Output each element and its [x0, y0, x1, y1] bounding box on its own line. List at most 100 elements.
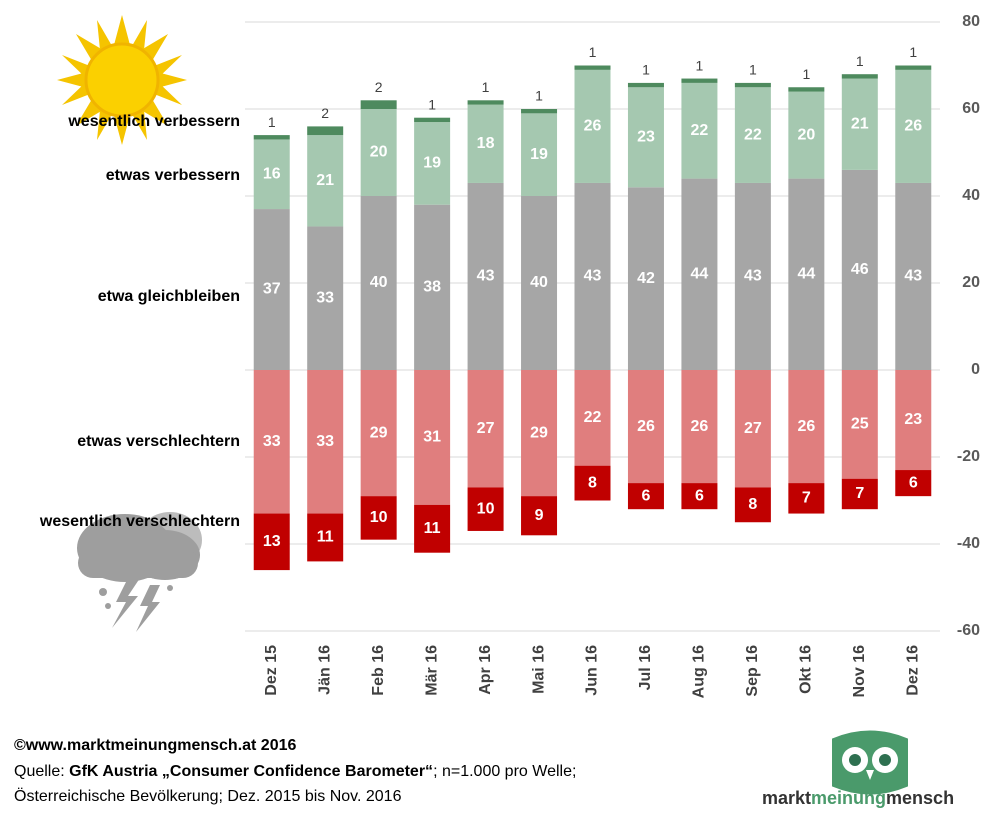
- bar-segment: [681, 78, 718, 83]
- bar-segment: [574, 65, 611, 70]
- bar-segment: [841, 478, 878, 510]
- data-label: 19: [423, 155, 441, 172]
- legend-label: wesentlich verbessern: [67, 113, 240, 130]
- data-label: 6: [642, 487, 651, 504]
- data-label: 2: [375, 79, 383, 95]
- data-label: 26: [637, 418, 655, 435]
- data-label: 40: [530, 274, 548, 291]
- bar-segment: [414, 504, 451, 553]
- bar-segment: [253, 513, 290, 571]
- x-tick-label: Aug 16: [691, 645, 708, 698]
- data-label: 44: [797, 266, 815, 283]
- data-label: 43: [744, 268, 762, 285]
- bar-segment: [734, 82, 771, 88]
- data-label: 10: [370, 509, 388, 526]
- bar-segment: [895, 69, 932, 183]
- bar-segment: [627, 483, 664, 510]
- x-tick-label: Sep 16: [744, 645, 761, 697]
- data-label: 1: [428, 96, 436, 112]
- bar-segment: [360, 496, 397, 540]
- bar-segment: [841, 370, 878, 479]
- data-label: 43: [477, 268, 495, 285]
- x-tick-label: Mär 16: [423, 645, 440, 696]
- bar-segment: [895, 370, 932, 471]
- source-part: GfK Austria „Consumer Confidence Baromet…: [69, 763, 433, 780]
- bar-segment: [467, 182, 504, 370]
- bar-segment: [895, 470, 932, 497]
- bar-segment: [574, 370, 611, 466]
- data-label: 1: [749, 62, 757, 78]
- x-tick-label: Dez 16: [904, 645, 921, 696]
- data-label: 8: [748, 496, 757, 513]
- data-label: 1: [482, 79, 490, 95]
- bar-segment: [253, 139, 290, 210]
- y-tick-label: -20: [957, 448, 980, 465]
- bar-segment: [734, 182, 771, 370]
- data-label: 21: [316, 172, 334, 189]
- bar-segment: [414, 204, 451, 370]
- y-tick-label: 20: [962, 274, 980, 291]
- data-label: 13: [263, 533, 281, 550]
- data-label: 37: [263, 281, 281, 298]
- x-tick-label: Jän 16: [316, 645, 333, 695]
- logo-text: marktmeinungmensch: [762, 788, 954, 808]
- y-tick-label: -60: [957, 622, 980, 639]
- y-tick-label: 80: [962, 13, 980, 30]
- bar-segment: [788, 370, 825, 484]
- data-label: 1: [802, 66, 810, 82]
- bar-segment: [467, 100, 504, 105]
- legend-label: etwas verschlechtern: [77, 433, 240, 450]
- logo-part: mensch: [886, 788, 954, 808]
- bar-segment: [627, 87, 664, 188]
- data-label: 23: [904, 411, 922, 428]
- bar-segment: [521, 109, 558, 114]
- legend-label: etwas verbessern: [106, 167, 240, 184]
- bar-segment: [627, 82, 664, 88]
- data-label: 31: [423, 429, 441, 446]
- bar-segment: [841, 74, 878, 79]
- data-label: 19: [530, 146, 548, 163]
- data-label: 33: [316, 289, 334, 306]
- y-tick-label: 40: [962, 187, 980, 204]
- data-label: 33: [316, 433, 334, 450]
- data-label: 26: [797, 418, 815, 435]
- data-label: 8: [588, 474, 597, 491]
- bar-segment: [467, 370, 504, 488]
- data-label: 43: [584, 268, 602, 285]
- bar-segment: [895, 65, 932, 70]
- data-label: 27: [477, 420, 495, 437]
- bar-segment: [414, 370, 451, 505]
- storm-icon: [77, 512, 202, 632]
- data-label: 18: [477, 135, 495, 152]
- y-tick-label: 60: [962, 100, 980, 117]
- bar-segment: [788, 483, 825, 514]
- data-label: 38: [423, 279, 441, 296]
- bar-segment: [521, 196, 558, 370]
- data-label: 1: [856, 53, 864, 69]
- data-label: 1: [909, 44, 917, 60]
- data-label: 6: [695, 487, 704, 504]
- data-label: 26: [584, 118, 602, 135]
- legend-label: etwa gleichbleiben: [98, 288, 240, 305]
- source-line: Österreichische Bevölkerung; Dez. 2015 b…: [14, 787, 402, 805]
- bar-segment: [895, 182, 932, 370]
- bar-segment: [681, 178, 718, 370]
- data-label: 1: [268, 114, 276, 130]
- source-part: ; n=1.000 pro Welle;: [433, 763, 576, 780]
- data-label: 43: [904, 268, 922, 285]
- logo-part: meinung: [811, 788, 886, 808]
- x-tick-label: Jul 16: [637, 645, 654, 690]
- data-label: 21: [851, 115, 869, 132]
- bar-segment: [521, 370, 558, 497]
- bar-segment: [414, 122, 451, 205]
- bar-segment: [307, 126, 344, 136]
- bar-segment: [627, 187, 664, 370]
- bar-segment: [788, 87, 825, 92]
- data-label: 11: [317, 529, 334, 546]
- bar-segment: [360, 109, 397, 196]
- data-label: 10: [477, 500, 495, 517]
- data-label: 46: [851, 261, 869, 278]
- bar-segment: [574, 182, 611, 370]
- bar-segment: [307, 135, 344, 227]
- bar-segment: [467, 104, 504, 183]
